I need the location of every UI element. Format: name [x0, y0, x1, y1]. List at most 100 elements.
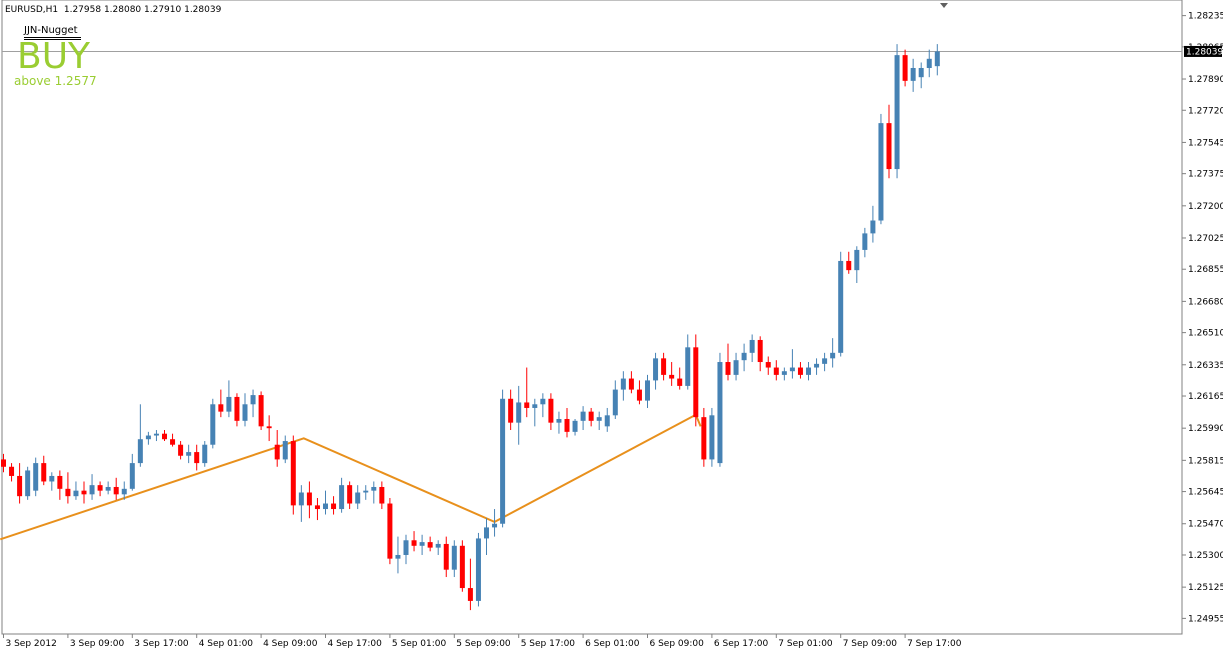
bull-candle [419, 534, 425, 555]
candle-body [475, 538, 481, 601]
bull-candle [910, 58, 916, 92]
bear-candle [524, 367, 530, 418]
candle-body [266, 426, 272, 429]
candle-body [459, 545, 465, 589]
bear-candle [693, 334, 699, 427]
bull-candle [355, 485, 361, 510]
candle-body [113, 486, 119, 495]
candle-body [508, 398, 514, 423]
y-tick-label: 1.28235 [1188, 12, 1223, 22]
indicator-name: JJN-Nugget [24, 25, 81, 40]
candle-body [218, 404, 224, 412]
bull-candle [741, 343, 747, 372]
candle-body [467, 588, 473, 601]
bull-candle [89, 474, 95, 500]
candle-body [427, 542, 433, 548]
candle-body [548, 398, 554, 423]
candle-body [290, 441, 296, 506]
candle-body [484, 527, 489, 539]
bear-candle [306, 481, 312, 519]
bull-candle [894, 44, 900, 179]
bull-candle [435, 540, 441, 555]
y-tick-label: 1.26680 [1188, 297, 1223, 307]
time-axis[interactable]: 3 Sep 2012 3 Sep 09:00 3 Sep 17:00 4 Sep 01… [3, 634, 962, 649]
candle-body [323, 503, 328, 510]
bull-candle [516, 385, 522, 445]
bull-candle [250, 389, 256, 418]
candle-body [580, 411, 586, 421]
signal-subtext: above 1.2577 [14, 74, 97, 88]
candle-body [170, 439, 176, 445]
candle-body [331, 503, 337, 510]
candle-body [524, 402, 530, 408]
bull-candle [242, 393, 248, 427]
bear-candle [65, 472, 71, 504]
candle-body [25, 470, 31, 497]
candle-body [564, 418, 570, 432]
bear-candle [218, 389, 224, 418]
candle-body [387, 503, 393, 559]
candle-body [765, 362, 771, 368]
candle-body [347, 485, 353, 504]
bear-candle [266, 415, 272, 442]
candle-body [89, 485, 95, 495]
bull-candle [129, 453, 135, 491]
candle-body [620, 378, 626, 390]
bull-candle [709, 407, 715, 467]
candle-body [145, 435, 151, 440]
candle-body [250, 395, 256, 405]
chart-shift-triangle-icon[interactable] [940, 3, 948, 8]
bull-candle [806, 362, 811, 381]
candle-body [395, 554, 401, 559]
candle-body [258, 395, 264, 427]
candle-body [661, 358, 667, 375]
bear-candle [97, 481, 103, 497]
candle-body [17, 475, 23, 497]
y-tick-label: 1.24955 [1188, 614, 1223, 624]
candle-body [797, 367, 803, 375]
bull-candle [604, 407, 610, 432]
candle-body [451, 545, 457, 570]
candle-body [33, 463, 39, 491]
bull-candle [298, 485, 304, 522]
candle-body [757, 339, 763, 363]
price-axis[interactable]: 1.282351.280651.278901.277201.275451.273… [1182, 12, 1223, 625]
candle-body [500, 398, 506, 524]
candle-body [741, 352, 747, 361]
chart-shift-marker[interactable] [940, 3, 948, 8]
candle-body [97, 485, 103, 491]
candle-body [298, 492, 304, 506]
bull-candle [814, 358, 820, 375]
candle-body [830, 352, 836, 359]
bull-candle [33, 457, 39, 497]
x-tick-label: 3 Sep 09:00 [70, 639, 125, 649]
bull-candle [121, 481, 127, 500]
candle-body [870, 220, 876, 234]
y-tick-label: 1.25470 [1188, 520, 1223, 530]
candle-body [411, 540, 417, 546]
candle-body [926, 58, 932, 68]
bull-candle [186, 444, 192, 464]
y-tick-label: 1.27375 [1188, 170, 1223, 180]
x-tick-label: 6 Sep 01:00 [585, 639, 640, 649]
bear-candle [669, 362, 675, 386]
candle-body [588, 411, 594, 421]
bear-candle [258, 391, 264, 431]
candle-body [540, 398, 546, 405]
bull-candle [685, 334, 691, 390]
y-tick-label: 1.26335 [1188, 361, 1223, 371]
bear-candle [290, 435, 296, 515]
y-tick-label: 1.27890 [1188, 75, 1223, 85]
candle-body [339, 485, 345, 510]
bull-candle [49, 472, 55, 491]
bull-candle [854, 246, 860, 284]
current-price-label: 1.28039 [1184, 45, 1223, 57]
candle-body [105, 486, 111, 491]
bear-candle [162, 430, 167, 442]
candle-body [162, 433, 167, 440]
x-tick-label: 4 Sep 17:00 [328, 639, 383, 649]
bear-candle [314, 498, 320, 521]
bear-candle [797, 362, 803, 379]
